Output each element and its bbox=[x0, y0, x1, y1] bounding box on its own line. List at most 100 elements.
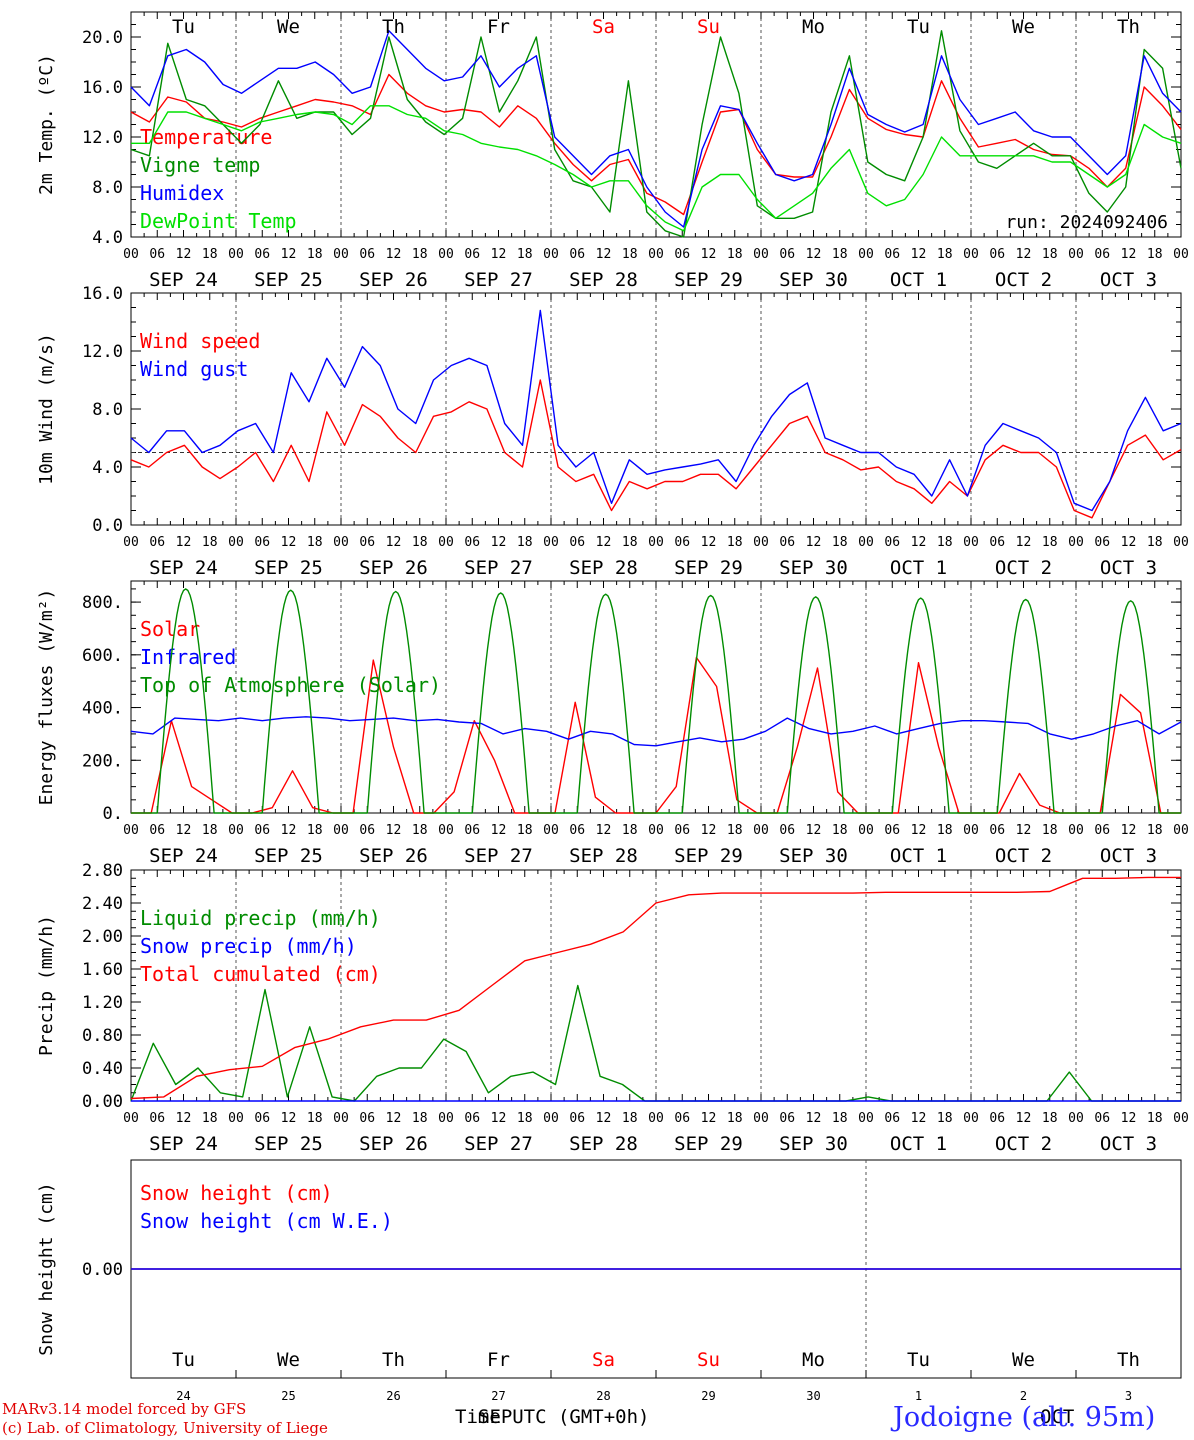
series-line-top-of-atmosphere-solar- bbox=[131, 588, 1181, 814]
hour-tick-label: 00 bbox=[963, 1111, 979, 1126]
ytick-label: 2.00 bbox=[82, 927, 123, 947]
hour-tick-label: 12 bbox=[596, 247, 612, 262]
hour-tick-label: 18 bbox=[517, 247, 533, 262]
ytick-label: 16.0 bbox=[82, 78, 123, 98]
hour-tick-label: 00 bbox=[1068, 247, 1084, 262]
series-line-wind-speed bbox=[130, 379, 1182, 519]
hour-tick-label: 00 bbox=[123, 1111, 139, 1126]
hour-tick-label: 06 bbox=[674, 823, 690, 838]
series-line-infrared bbox=[130, 716, 1182, 747]
hour-tick-label: 18 bbox=[727, 823, 743, 838]
date-label: OCT 3 bbox=[1100, 269, 1157, 291]
hour-tick-label: 06 bbox=[464, 1111, 480, 1126]
ytick-label: 4.0 bbox=[92, 458, 123, 478]
hour-tick-label: 06 bbox=[989, 247, 1005, 262]
ytick-label: 0.40 bbox=[82, 1059, 123, 1079]
hour-tick-label: 12 bbox=[806, 823, 822, 838]
ytick-label: 0.00 bbox=[82, 1092, 123, 1112]
day-number-label: 30 bbox=[806, 1389, 820, 1403]
hour-tick-label: 12 bbox=[1121, 1111, 1137, 1126]
weekday-label: Tu bbox=[907, 1349, 930, 1371]
hour-tick-label: 06 bbox=[464, 823, 480, 838]
hour-tick-label: 18 bbox=[832, 1111, 848, 1126]
hour-tick-label: 00 bbox=[438, 535, 454, 550]
hour-tick-label: 00 bbox=[438, 823, 454, 838]
date-label: SEP 28 bbox=[569, 1133, 638, 1155]
date-label: OCT 1 bbox=[890, 557, 947, 579]
hour-tick-label: 12 bbox=[281, 535, 297, 550]
weekday-label: Su bbox=[697, 16, 720, 38]
hour-tick-label: 18 bbox=[412, 1111, 428, 1126]
hour-tick-label: 00 bbox=[1173, 823, 1189, 838]
hour-tick-label: 06 bbox=[674, 535, 690, 550]
hour-tick-label: 18 bbox=[622, 1111, 638, 1126]
hour-tick-label: 06 bbox=[149, 1111, 165, 1126]
date-label: SEP 30 bbox=[779, 557, 848, 579]
date-label: SEP 28 bbox=[569, 269, 638, 291]
hour-tick-label: 00 bbox=[753, 535, 769, 550]
hour-tick-label: 18 bbox=[202, 823, 218, 838]
hour-tick-label: 00 bbox=[858, 823, 874, 838]
ytick-label: 12.0 bbox=[82, 342, 123, 362]
run-label: run: 2024092406 bbox=[1005, 212, 1168, 233]
hour-tick-label: 12 bbox=[806, 247, 822, 262]
hour-tick-label: 12 bbox=[1121, 247, 1137, 262]
legend-entry: Snow height (cm W.E.) bbox=[140, 1209, 393, 1233]
date-label: OCT 3 bbox=[1100, 557, 1157, 579]
lab-credit: (c) Lab. of Climatology, University of L… bbox=[2, 1419, 328, 1437]
ytick-label: 400. bbox=[82, 699, 123, 719]
hour-tick-label: 12 bbox=[1016, 247, 1032, 262]
hour-tick-label: 12 bbox=[176, 535, 192, 550]
hour-tick-label: 06 bbox=[989, 535, 1005, 550]
hour-tick-label: 12 bbox=[491, 1111, 507, 1126]
legend-entry: Top of Atmosphere (Solar) bbox=[140, 673, 441, 697]
weekday-label: Th bbox=[1117, 16, 1140, 38]
hour-tick-label: 00 bbox=[648, 823, 664, 838]
hour-tick-label: 00 bbox=[963, 823, 979, 838]
hour-tick-label: 18 bbox=[1147, 823, 1163, 838]
hour-tick-label: 12 bbox=[386, 1111, 402, 1126]
series-line-wind-gust bbox=[130, 309, 1182, 512]
weekday-label: Tu bbox=[172, 1349, 195, 1371]
y-axis-label: 10m Wind (m/s) bbox=[36, 333, 57, 485]
hour-tick-label: 06 bbox=[779, 247, 795, 262]
hour-tick-label: 00 bbox=[1173, 247, 1189, 262]
date-label: SEP 25 bbox=[254, 557, 323, 579]
hour-tick-label: 06 bbox=[569, 535, 585, 550]
hour-tick-label: 00 bbox=[333, 247, 349, 262]
hour-tick-label: 06 bbox=[989, 823, 1005, 838]
hour-tick-label: 12 bbox=[176, 1111, 192, 1126]
hour-tick-label: 00 bbox=[543, 823, 559, 838]
hour-tick-label: 06 bbox=[149, 823, 165, 838]
day-number-label: 3 bbox=[1125, 1389, 1132, 1403]
weekday-label: Tu bbox=[172, 16, 195, 38]
date-label: SEP 30 bbox=[779, 845, 848, 867]
hour-tick-label: 06 bbox=[1094, 823, 1110, 838]
hour-tick-label: 06 bbox=[779, 823, 795, 838]
hour-tick-label: 06 bbox=[359, 823, 375, 838]
hour-tick-label: 00 bbox=[438, 1111, 454, 1126]
date-label: SEP 27 bbox=[464, 845, 533, 867]
date-label: SEP 24 bbox=[149, 1133, 218, 1155]
ytick-label: 16.0 bbox=[82, 284, 123, 304]
hour-tick-label: 18 bbox=[622, 535, 638, 550]
hour-tick-label: 00 bbox=[1173, 1111, 1189, 1126]
ytick-label: 20.0 bbox=[82, 28, 123, 48]
date-label: OCT 3 bbox=[1100, 845, 1157, 867]
weekday-label: We bbox=[1012, 1349, 1035, 1371]
hour-tick-label: 00 bbox=[753, 1111, 769, 1126]
hour-tick-label: 18 bbox=[832, 247, 848, 262]
hour-tick-label: 06 bbox=[1094, 535, 1110, 550]
weekday-label: Tu bbox=[907, 16, 930, 38]
hour-tick-label: 06 bbox=[884, 823, 900, 838]
hour-tick-label: 18 bbox=[1042, 1111, 1058, 1126]
date-label: SEP 28 bbox=[569, 845, 638, 867]
day-number-label: 26 bbox=[386, 1389, 400, 1403]
time-axis-label: Time UTC (GMT+0h) bbox=[455, 1406, 650, 1428]
hour-tick-label: 12 bbox=[281, 1111, 297, 1126]
hour-tick-label: 06 bbox=[464, 247, 480, 262]
hour-tick-label: 18 bbox=[727, 1111, 743, 1126]
hour-tick-label: 06 bbox=[359, 1111, 375, 1126]
hour-tick-label: 00 bbox=[333, 823, 349, 838]
hour-tick-label: 06 bbox=[1094, 247, 1110, 262]
